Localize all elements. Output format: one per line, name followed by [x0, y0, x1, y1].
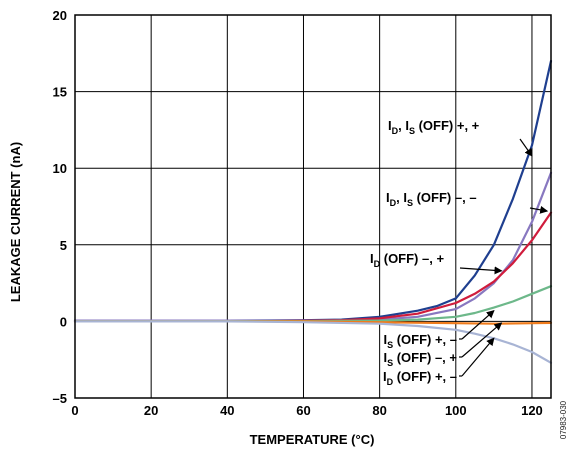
annotation-arrow: [461, 310, 495, 340]
annotation-arrow: [459, 266, 503, 275]
y-tick-label: 20: [53, 8, 67, 23]
annotation-arrow: [529, 205, 549, 214]
x-tick-label: 40: [220, 403, 234, 418]
x-tick-label: 100: [445, 403, 467, 418]
x-axis-label: TEMPERATURE (°C): [250, 432, 375, 447]
x-tick-label: 60: [296, 403, 310, 418]
plot-frame: [74, 14, 552, 399]
series-line: [73, 320, 553, 364]
annotation-arrow: [461, 337, 495, 377]
y-tick-label: 15: [53, 85, 67, 100]
tick-labels: 0 20 40 60 80 100 120 20 15 10 5 0 –5: [53, 8, 543, 418]
grid: [74, 14, 552, 399]
y-axis-label: LEAKAGE CURRENT (nA): [8, 142, 23, 302]
annotation-label: IS (OFF) +, –: [383, 332, 457, 350]
annotation-arrow: [519, 138, 533, 157]
annotation-label: ID, IS (OFF) +, +: [388, 118, 480, 136]
x-tick-label: 80: [372, 403, 386, 418]
y-tick-label: 5: [60, 238, 67, 253]
x-tick-label: 20: [144, 403, 158, 418]
annotation-arrow: [461, 322, 503, 358]
y-tick-label: 0: [60, 314, 67, 329]
annotation-label: IS (OFF) –, +: [383, 350, 457, 368]
annotation-label: ID, IS (OFF) –, –: [386, 190, 477, 208]
x-tick-label: 120: [521, 403, 543, 418]
figure-id: 07983-030: [559, 400, 568, 439]
annotations: ID, IS (OFF) +, + ID, IS (OFF) –, – ID (OF…: [370, 118, 549, 387]
x-tick-label: 0: [71, 403, 78, 418]
y-tick-label: 10: [53, 161, 67, 176]
series-lines: [73, 59, 553, 364]
y-tick-label: –5: [53, 391, 67, 406]
series-line: [73, 171, 553, 322]
annotation-label: ID (OFF) +, –: [383, 369, 457, 387]
annotation-label: ID (OFF) –, +: [370, 251, 444, 269]
series-line: [73, 59, 553, 322]
